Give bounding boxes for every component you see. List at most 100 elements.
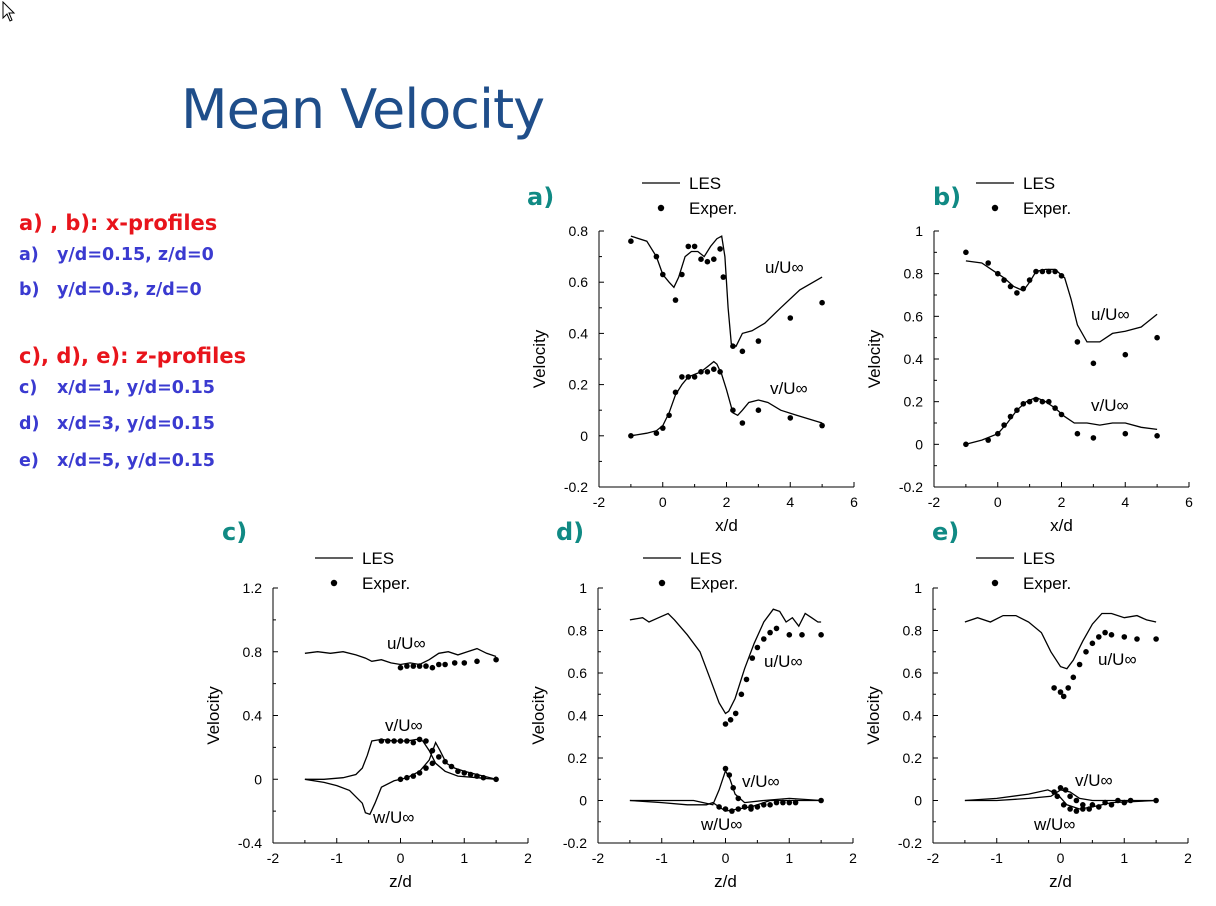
data-point-v [1001, 422, 1007, 428]
data-point-v [1052, 405, 1058, 411]
y-tick-label: -0.2 [564, 479, 588, 495]
y-tick-label: 1 [915, 223, 923, 239]
data-point-v [818, 797, 824, 804]
data-point-u [1046, 268, 1052, 275]
data-point-w [467, 771, 474, 778]
y-tick-label: 0.2 [568, 750, 588, 766]
series-line-v [630, 360, 823, 437]
list-item: e) x/d=5, y/d=0.15 [19, 443, 349, 479]
y-tick-label: 1.2 [243, 580, 263, 596]
data-point-u [1058, 273, 1065, 279]
data-point-u [738, 691, 745, 698]
data-point-u [691, 243, 698, 250]
x-tick-label: 0 [1057, 850, 1065, 866]
data-point-u [722, 721, 729, 727]
x-tick-label: 4 [1121, 494, 1129, 510]
annotation-v: v/U∞ [385, 716, 423, 735]
data-point-v [1026, 398, 1033, 405]
legend-label-les: LES [690, 549, 722, 568]
x-axis-label: z/d [389, 872, 412, 891]
data-point-w [1054, 793, 1061, 800]
data-point-w [773, 799, 780, 806]
annotation-u: u/U∞ [1098, 650, 1137, 669]
y-tick-label: 0.8 [568, 623, 588, 639]
x-tick-label: 1 [460, 850, 468, 866]
annotation-v: v/U∞ [1091, 396, 1129, 415]
legend-label-exper: Exper. [362, 574, 410, 593]
data-point-v [1046, 398, 1052, 405]
data-point-v [378, 738, 385, 744]
data-point-u [1070, 674, 1077, 681]
x-tick-label: 1 [785, 850, 793, 866]
data-point-w [1121, 799, 1128, 806]
data-point-v [1154, 433, 1160, 439]
data-point-w [1086, 806, 1092, 812]
chart-d: -0.2 0 0.2 0.4 0.6 0.8 1 -2 -1 0 1 2 z/d Velocity LES E… [529, 549, 857, 891]
data-point-w [1108, 802, 1115, 808]
y-tick-label: 0.2 [903, 750, 923, 766]
legend-dot-swatch [657, 204, 665, 212]
panel-label-b: b) [933, 183, 962, 211]
y-tick-label: 1 [914, 580, 922, 596]
y-tick-label: 0.6 [568, 665, 588, 681]
data-point-u [1051, 685, 1057, 691]
data-point-w [442, 758, 448, 765]
x-tick-label: 2 [524, 850, 532, 866]
x-tick-label: 2 [1058, 494, 1066, 510]
data-point-v [1020, 401, 1027, 407]
data-point-u [685, 243, 692, 250]
y-tick-label: -0.2 [899, 479, 923, 495]
slide-title: Mean Velocity [181, 78, 545, 141]
data-point-u [799, 632, 805, 638]
y-tick-label: 1 [579, 580, 587, 596]
x-tick-label: 6 [1185, 494, 1193, 510]
y-tick-label: 0.6 [903, 665, 923, 681]
x-tick-label: -2 [928, 494, 941, 510]
x-tick-label: 1 [1120, 850, 1128, 866]
data-point-w [397, 776, 404, 783]
x-tick-label: 0 [994, 494, 1002, 510]
data-point-v [1153, 797, 1159, 804]
data-point-v [730, 407, 736, 413]
item-label: a) [19, 245, 39, 265]
y-axis-label: Velocity [529, 686, 548, 745]
list-item: a) y/d=0.15, z/d=0 [19, 237, 349, 273]
annotation-w: w/U∞ [700, 815, 742, 834]
series-line-w [964, 789, 1157, 810]
data-point-w [1060, 802, 1067, 808]
data-point-v [787, 415, 794, 421]
data-point-u [461, 660, 468, 666]
data-point-w [722, 806, 729, 812]
data-point-w [748, 804, 754, 810]
data-point-v [755, 407, 762, 413]
data-point-v [1007, 413, 1014, 420]
y-tick-label: 0.4 [568, 708, 588, 724]
x-tick-label: -2 [593, 494, 606, 510]
legend-label-les: LES [1023, 549, 1055, 568]
data-point-u [410, 663, 417, 669]
data-point-v [711, 366, 717, 372]
item-text: x/d=1, y/d=0.15 [57, 378, 215, 398]
legend-label-exper: Exper. [1023, 574, 1071, 593]
data-point-u [704, 258, 711, 265]
data-point-u [698, 256, 704, 262]
list-item: d) x/d=3, y/d=0.15 [19, 406, 349, 443]
data-point-u [1052, 268, 1058, 275]
y-tick-label: 0.8 [243, 644, 263, 660]
y-tick-label: -0.2 [563, 835, 587, 851]
data-point-w [741, 804, 748, 810]
y-tick-label: -0.4 [238, 835, 262, 851]
data-point-u [1033, 268, 1039, 275]
y-axis-label: Velocity [204, 686, 223, 745]
data-point-u [787, 315, 794, 321]
data-point-u [404, 663, 410, 669]
data-point-w [786, 799, 793, 806]
data-point-v [679, 374, 685, 380]
series-line-u [629, 608, 822, 715]
data-point-v [1057, 785, 1064, 791]
data-point-w [493, 776, 499, 783]
y-tick-label: -0.2 [898, 835, 922, 851]
y-tick-label: 0.4 [903, 708, 923, 724]
annotation-u: u/U∞ [765, 258, 804, 277]
data-point-w [436, 754, 442, 760]
